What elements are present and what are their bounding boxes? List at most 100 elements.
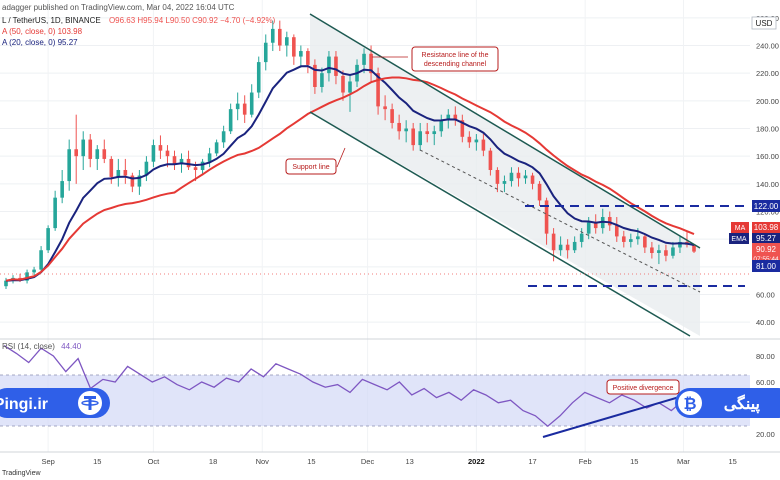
candle	[376, 67, 380, 115]
last-price-value: 90.92	[756, 245, 777, 254]
rsi-legend-value: 44.40	[61, 342, 82, 351]
candle	[46, 225, 50, 253]
candle	[116, 158, 121, 187]
ma50-legend: A (50, close, 0) 103.98	[2, 27, 83, 36]
candle	[60, 170, 64, 204]
ma50-line	[5, 76, 695, 282]
candle	[313, 59, 317, 94]
candle	[53, 190, 57, 231]
pingi-right-badge[interactable]: ₿ پینگی	[675, 388, 780, 418]
candle	[460, 114, 465, 143]
rsi-legend-label: RSI (14, close)	[2, 342, 55, 351]
time-tick-label: 15	[728, 457, 736, 466]
candle	[579, 228, 584, 248]
ohlc-values: O96.63 H95.94 L90.50 C90.92 −4.70 (−4.92…	[109, 16, 276, 25]
candle	[664, 244, 668, 262]
candle	[249, 84, 254, 118]
price-tick-label: 240.00	[756, 42, 779, 51]
candle	[341, 70, 345, 101]
candle	[671, 241, 675, 259]
candle	[404, 120, 408, 143]
candle	[74, 114, 79, 184]
candle	[607, 211, 612, 231]
candle	[67, 139, 71, 191]
rsi-legend: RSI (14, close) 44.40	[2, 342, 82, 351]
price-tick-label: 60.00	[756, 291, 775, 300]
time-tick-label: 15	[307, 457, 315, 466]
time-tick-label: Nov	[256, 457, 270, 466]
usd-label: USD	[756, 19, 773, 28]
candle	[621, 230, 626, 248]
support-badge: 81.00	[752, 260, 780, 272]
time-tick-label: Mar	[677, 457, 690, 466]
candle	[572, 236, 577, 253]
price-tick-label: 160.00	[756, 152, 779, 161]
price-tick-label: 180.00	[756, 125, 779, 134]
ma-badge: MA 103.98	[731, 222, 780, 233]
candles	[4, 20, 696, 289]
candle	[39, 246, 43, 271]
time-tick-label: 2022	[468, 457, 485, 466]
candle	[692, 244, 696, 253]
candle	[25, 269, 29, 284]
rsi-tick-label: 80.00	[756, 352, 775, 361]
divergence-annotation: Positive divergence	[606, 379, 680, 395]
symbol-line: L / TetherUS, 1D, BINANCE O96.63 H95.94 …	[2, 16, 276, 25]
time-tick-label: Feb	[579, 457, 592, 466]
resistance-badge-value: 122.00	[754, 202, 779, 211]
candle	[537, 181, 542, 206]
last-price-badge: 90.92 07:55:44	[752, 243, 780, 263]
time-tick-label: 15	[93, 457, 101, 466]
candle	[495, 167, 500, 193]
candle	[516, 167, 521, 187]
time-tick-label: Oct	[148, 457, 161, 466]
candle	[285, 31, 289, 57]
candle	[214, 139, 219, 157]
candle	[235, 92, 240, 121]
candle	[657, 244, 661, 265]
candle	[418, 122, 423, 151]
candle	[306, 48, 310, 74]
rsi-tick-label: 20.00	[756, 430, 775, 439]
bitcoin-icon: ₿	[678, 391, 702, 415]
candle	[432, 125, 437, 146]
time-tick-label: 18	[209, 457, 217, 466]
candle	[629, 233, 633, 248]
candle	[221, 125, 226, 148]
time-tick-label: 13	[406, 457, 414, 466]
candle	[327, 51, 331, 82]
time-tick-label: Sep	[41, 457, 54, 466]
ema20-line	[5, 65, 695, 282]
candle	[488, 147, 493, 176]
price-tick-label: 140.00	[756, 180, 779, 189]
candle	[425, 122, 430, 143]
resistance-note-line1: Resistance line of the	[422, 52, 489, 59]
channel-upper-line	[309, 13, 701, 249]
candle	[299, 45, 303, 68]
rsi-tick-label: 60.00	[756, 378, 775, 387]
candle	[186, 150, 191, 170]
candle	[502, 175, 507, 193]
pingi-left-badge[interactable]: Pingi.ir	[0, 388, 110, 418]
footer-text: TradingView	[2, 470, 41, 477]
resistance-note-line2: descending channel	[424, 61, 487, 68]
channel-mid-line	[419, 149, 701, 293]
candle	[88, 134, 93, 168]
tradingview-footer[interactable]: TradingView	[2, 470, 41, 477]
candle	[383, 95, 387, 121]
candle	[81, 131, 86, 170]
candle	[32, 266, 36, 276]
candle	[467, 131, 472, 148]
candle	[411, 122, 415, 151]
candle	[256, 56, 261, 99]
candle	[172, 150, 177, 170]
ema-badge-tag: EMA	[731, 236, 747, 243]
candle	[200, 158, 205, 176]
resistance-badge: 122.00	[752, 200, 780, 212]
time-axis[interactable]: Sep 15 Oct 18 Nov 15 Dec 13 2022 17 Feb 15 Mar 15	[41, 457, 736, 466]
candle	[95, 145, 100, 170]
candle	[614, 217, 619, 242]
candle	[242, 95, 247, 123]
candle	[397, 114, 401, 140]
candle	[453, 106, 458, 126]
